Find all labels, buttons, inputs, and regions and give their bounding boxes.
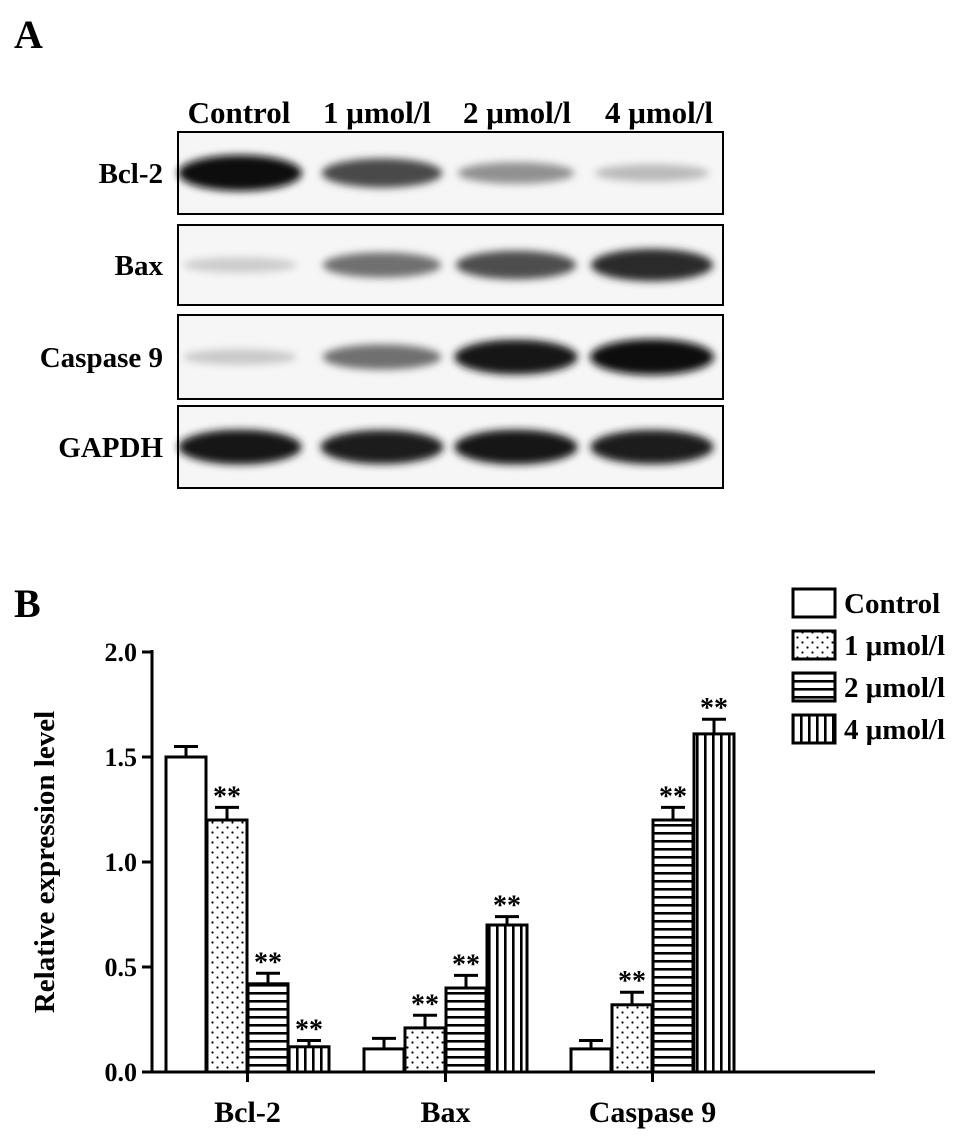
blot-band xyxy=(590,248,714,282)
y-axis-title: Relative expression level xyxy=(29,711,61,1013)
legend-swatch xyxy=(791,671,837,703)
bar-bax-2-mol-l xyxy=(444,986,488,1074)
blot-band xyxy=(178,429,302,465)
blot-band xyxy=(455,250,577,280)
bar-caspase-9-2-mol-l xyxy=(651,818,695,1074)
bar-bax-control xyxy=(362,1047,406,1074)
blot-band xyxy=(178,155,302,191)
x-tick-label-bcl-2: Bcl-2 xyxy=(214,1096,281,1129)
bar-caspase-9-4-mol-l xyxy=(692,732,736,1074)
significance-mark: ** xyxy=(618,966,646,997)
legend-item-1-mol-l: 1 μmol/l xyxy=(791,629,945,662)
legend-label: Control xyxy=(844,588,940,620)
blot-header-1-mol-l: 1 μmol/l xyxy=(323,95,431,130)
blot-band xyxy=(457,162,575,184)
significance-mark: ** xyxy=(254,947,282,978)
bar-chart: 0.0 0.5 1.0 1.5 2.0 Relative expression level… xyxy=(29,638,875,1129)
y-tick-label: 0.0 xyxy=(105,1058,138,1087)
blot-band xyxy=(590,429,714,465)
bar-group-bax: ** ** ** xyxy=(362,891,529,1074)
legend-label: 1 μmol/l xyxy=(844,630,945,662)
blot-band xyxy=(321,158,443,188)
legend-swatch xyxy=(791,629,837,661)
panel-b-letter: B xyxy=(14,581,41,626)
bar-bax-4-mol-l xyxy=(485,923,529,1074)
legend-label: 2 μmol/l xyxy=(844,672,945,704)
x-tick-label-bax: Bax xyxy=(420,1096,470,1129)
blot-header-control: Control xyxy=(188,95,291,130)
chart-legend: Control 1 μmol/l 2 μmol/l 4 μmol/l xyxy=(791,587,945,746)
blot-row-caspase-9: Caspase 9 xyxy=(40,314,724,400)
y-tick-label: 1.0 xyxy=(105,848,138,877)
blot-condition-headers: Control 1 μmol/l 2 μmol/l 4 μmol/l xyxy=(188,95,714,130)
bar-group-bcl-2: ** ** ** xyxy=(164,745,331,1074)
significance-mark: ** xyxy=(295,1015,323,1046)
bar-bcl-2-1-mol-l xyxy=(205,818,249,1074)
significance-mark: ** xyxy=(493,891,521,922)
y-tick-label: 0.5 xyxy=(105,953,138,982)
blot-row-label: Bax xyxy=(115,250,164,282)
blot-header-4-mol-l: 4 μmol/l xyxy=(605,95,713,130)
blot-header-2-mol-l: 2 μmol/l xyxy=(463,95,571,130)
blot-band xyxy=(183,349,297,365)
significance-mark: ** xyxy=(213,781,241,812)
significance-mark: ** xyxy=(411,989,439,1020)
y-tick-label: 2.0 xyxy=(105,638,138,667)
blot-row-label: GAPDH xyxy=(58,432,163,464)
blot-row-gapdh: GAPDH xyxy=(58,405,724,489)
legend-swatch xyxy=(791,587,837,619)
blot-band xyxy=(183,257,297,273)
significance-mark: ** xyxy=(700,693,728,724)
blot-band xyxy=(454,429,578,465)
blot-row-label: Caspase 9 xyxy=(40,342,163,374)
blot-band xyxy=(322,252,442,278)
blot-band xyxy=(594,164,710,182)
blot-row-label: Bcl-2 xyxy=(99,158,163,190)
bar-bcl-2-4-mol-l xyxy=(287,1045,331,1074)
significance-mark: ** xyxy=(659,781,687,812)
legend-item-2-mol-l: 2 μmol/l xyxy=(791,671,945,704)
blot-band xyxy=(322,344,442,370)
blot-band xyxy=(590,339,714,375)
significance-mark: ** xyxy=(452,949,480,980)
bar-bcl-2-control xyxy=(164,755,208,1074)
bar-bax-1-mol-l xyxy=(403,1026,447,1074)
bar-caspase-9-control xyxy=(569,1047,613,1074)
blot-band xyxy=(320,429,444,465)
panel-a-letter: A xyxy=(14,12,43,57)
blot-band xyxy=(454,339,578,375)
blot-row-bax: Bax xyxy=(115,224,724,306)
western-blot: Bcl-2 Bax Caspase 9 GAPDH xyxy=(40,131,724,489)
bar-group-caspase-9: ** ** ** xyxy=(569,693,736,1074)
legend-label: 4 μmol/l xyxy=(844,714,945,746)
legend-swatch xyxy=(791,713,837,745)
y-tick-label: 1.5 xyxy=(105,743,138,772)
legend-item-control: Control xyxy=(791,587,940,620)
bar-bcl-2-2-mol-l xyxy=(246,982,290,1074)
bar-caspase-9-1-mol-l xyxy=(610,1003,654,1074)
legend-item-4-mol-l: 4 μmol/l xyxy=(791,713,945,746)
x-tick-label-caspase-9: Caspase 9 xyxy=(589,1096,717,1129)
blot-row-bcl-2: Bcl-2 xyxy=(99,131,724,215)
